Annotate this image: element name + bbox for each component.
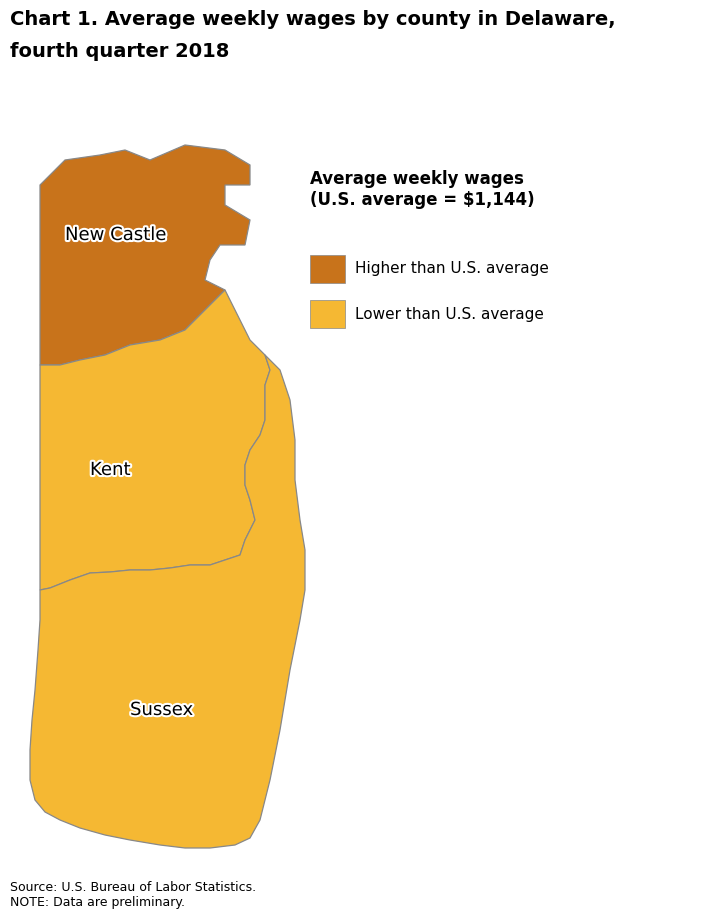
Polygon shape: [40, 290, 270, 590]
Polygon shape: [30, 355, 305, 848]
Text: Source: U.S. Bureau of Labor Statistics.
NOTE: Data are preliminary.: Source: U.S. Bureau of Labor Statistics.…: [10, 881, 256, 909]
Text: fourth quarter 2018: fourth quarter 2018: [10, 42, 230, 61]
FancyBboxPatch shape: [310, 255, 345, 283]
Text: New Castle: New Castle: [65, 226, 166, 244]
Text: Sussex: Sussex: [130, 701, 193, 719]
Text: Average weekly wages
(U.S. average = $1,144): Average weekly wages (U.S. average = $1,…: [310, 170, 535, 209]
Text: Kent: Kent: [90, 461, 130, 479]
Text: Higher than U.S. average: Higher than U.S. average: [355, 262, 549, 277]
FancyBboxPatch shape: [310, 300, 345, 328]
Text: Chart 1. Average weekly wages by county in Delaware,: Chart 1. Average weekly wages by county …: [10, 10, 616, 29]
Polygon shape: [40, 145, 250, 365]
Text: Lower than U.S. average: Lower than U.S. average: [355, 307, 544, 322]
